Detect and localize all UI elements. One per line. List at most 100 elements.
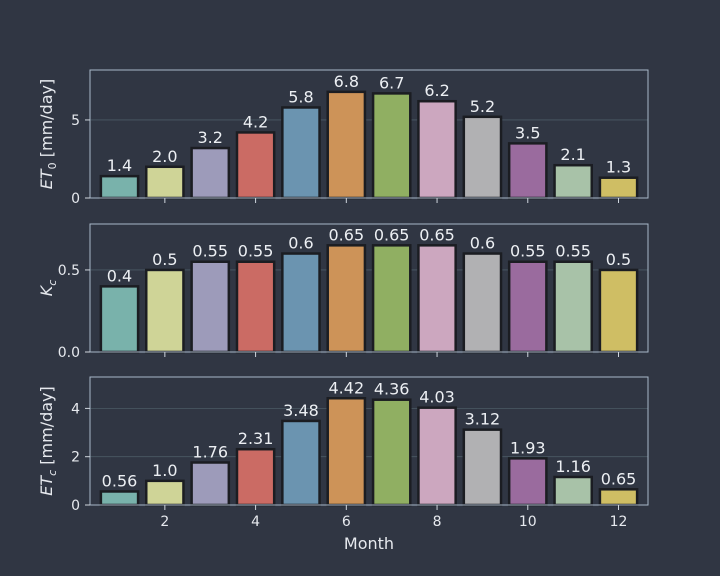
plot-frame <box>89 376 649 506</box>
x-axis-label: Month <box>344 534 394 553</box>
y-tick-label: 0 <box>71 498 80 514</box>
x-tick-label: 6 <box>342 514 351 530</box>
data-label: 2.1 <box>560 145 585 164</box>
panel-3: 0.56 1.0 1.76 2.31 3.48 4.42 4.36 4.03 3.12 1.93 1… <box>37 376 649 553</box>
data-label: 0.5 <box>606 250 631 269</box>
data-label: 4.36 <box>374 380 410 399</box>
data-label: 0.65 <box>374 225 410 244</box>
data-label: 0.56 <box>102 471 138 490</box>
panel-1: 1.4 2.0 3.2 4.2 5.8 6.8 6.7 6.2 5.2 3.5 2.1 1.3 0 5 ET… <box>37 69 649 207</box>
bar <box>281 419 321 507</box>
y-axis-label-unit: [mm/day] <box>37 79 56 163</box>
bar <box>190 260 231 354</box>
data-label: 0.55 <box>192 242 228 261</box>
bar <box>371 398 412 507</box>
bar <box>145 268 185 354</box>
data-label: 0.4 <box>107 266 132 285</box>
data-label: 6.8 <box>334 72 359 91</box>
data-label: 3.12 <box>465 410 501 429</box>
plot-frame <box>89 69 649 199</box>
data-label: 1.3 <box>606 158 631 177</box>
data-label: 0.6 <box>470 234 495 253</box>
bar <box>598 488 639 507</box>
bar <box>145 479 185 507</box>
x-tick-label: 2 <box>160 514 169 530</box>
y-axis-label-subscript: c <box>46 280 59 286</box>
data-label: 5.2 <box>470 97 495 116</box>
data-label: 3.48 <box>283 401 319 420</box>
y-tick-label: 0 <box>71 191 80 207</box>
y-tick-label: 4 <box>71 401 80 417</box>
bar <box>417 99 457 200</box>
data-label: 0.65 <box>419 225 455 244</box>
bar <box>553 260 593 354</box>
y-axis-label-symbol: ET <box>37 168 56 189</box>
y-tick-label: 5 <box>71 113 80 129</box>
bar <box>417 244 457 354</box>
bar <box>326 90 367 200</box>
bar <box>281 106 321 200</box>
x-tick-label: 4 <box>251 514 260 530</box>
data-label: 0.65 <box>329 225 365 244</box>
bar <box>507 142 548 200</box>
bar <box>371 92 412 200</box>
bar <box>326 397 367 507</box>
bar <box>190 146 231 200</box>
x-tick-label: 8 <box>433 514 442 530</box>
data-label: 5.8 <box>288 87 313 106</box>
x-tick-label: 12 <box>610 514 628 530</box>
y-tick-label: 2 <box>71 450 80 466</box>
bar <box>462 252 503 354</box>
data-label: 6.7 <box>379 73 404 92</box>
bar <box>507 457 548 507</box>
data-label: 6.2 <box>424 81 449 100</box>
bar <box>553 163 593 200</box>
data-label: 1.4 <box>107 156 132 175</box>
plot-frame <box>89 223 649 353</box>
y-axis-label-symbol: ET <box>37 475 56 496</box>
data-label: 0.5 <box>152 250 177 269</box>
y-axis-label-symbol: K <box>37 284 56 296</box>
data-label: 0.55 <box>510 242 546 261</box>
bar <box>417 406 457 507</box>
bar <box>507 260 548 354</box>
bar <box>235 131 276 200</box>
data-label: 4.42 <box>329 378 365 397</box>
bar <box>326 244 367 354</box>
data-label: 0.6 <box>288 234 313 253</box>
data-label: 3.2 <box>197 128 222 147</box>
bar <box>145 165 185 200</box>
y-axis-label: ETc [mm/day] <box>37 386 59 496</box>
x-tick-label: 10 <box>519 514 537 530</box>
y-axis-label-subscript: c <box>46 470 59 476</box>
bar <box>371 244 412 354</box>
data-label: 0.55 <box>238 242 274 261</box>
data-label: 1.16 <box>555 457 591 476</box>
y-tick-label: 0.5 <box>58 263 80 279</box>
data-label: 3.5 <box>515 123 540 142</box>
data-label: 1.76 <box>192 442 228 461</box>
bar <box>598 268 639 354</box>
y-tick-label: 0.0 <box>58 345 80 361</box>
y-axis-label: ET0 [mm/day] <box>37 79 59 189</box>
data-label: 1.93 <box>510 438 546 457</box>
panel-2: 0.4 0.5 0.55 0.55 0.6 0.65 0.65 0.65 0.6 0.55 0.55… <box>37 223 649 361</box>
bar <box>99 285 140 354</box>
bar <box>190 461 231 507</box>
data-label: 2.31 <box>238 429 274 448</box>
bar <box>99 174 140 200</box>
bar <box>598 176 639 200</box>
data-label: 2.0 <box>152 147 177 166</box>
y-axis-label: Kc <box>37 280 59 297</box>
data-label: 1.0 <box>152 461 177 480</box>
data-label: 4.2 <box>243 112 268 131</box>
bar <box>553 475 593 507</box>
data-label: 0.55 <box>555 242 591 261</box>
data-label: 4.03 <box>419 388 455 407</box>
y-axis-label-unit: [mm/day] <box>37 386 56 470</box>
bar <box>99 490 140 507</box>
data-label: 0.65 <box>601 469 637 488</box>
bar <box>281 252 321 354</box>
bar <box>462 428 503 507</box>
